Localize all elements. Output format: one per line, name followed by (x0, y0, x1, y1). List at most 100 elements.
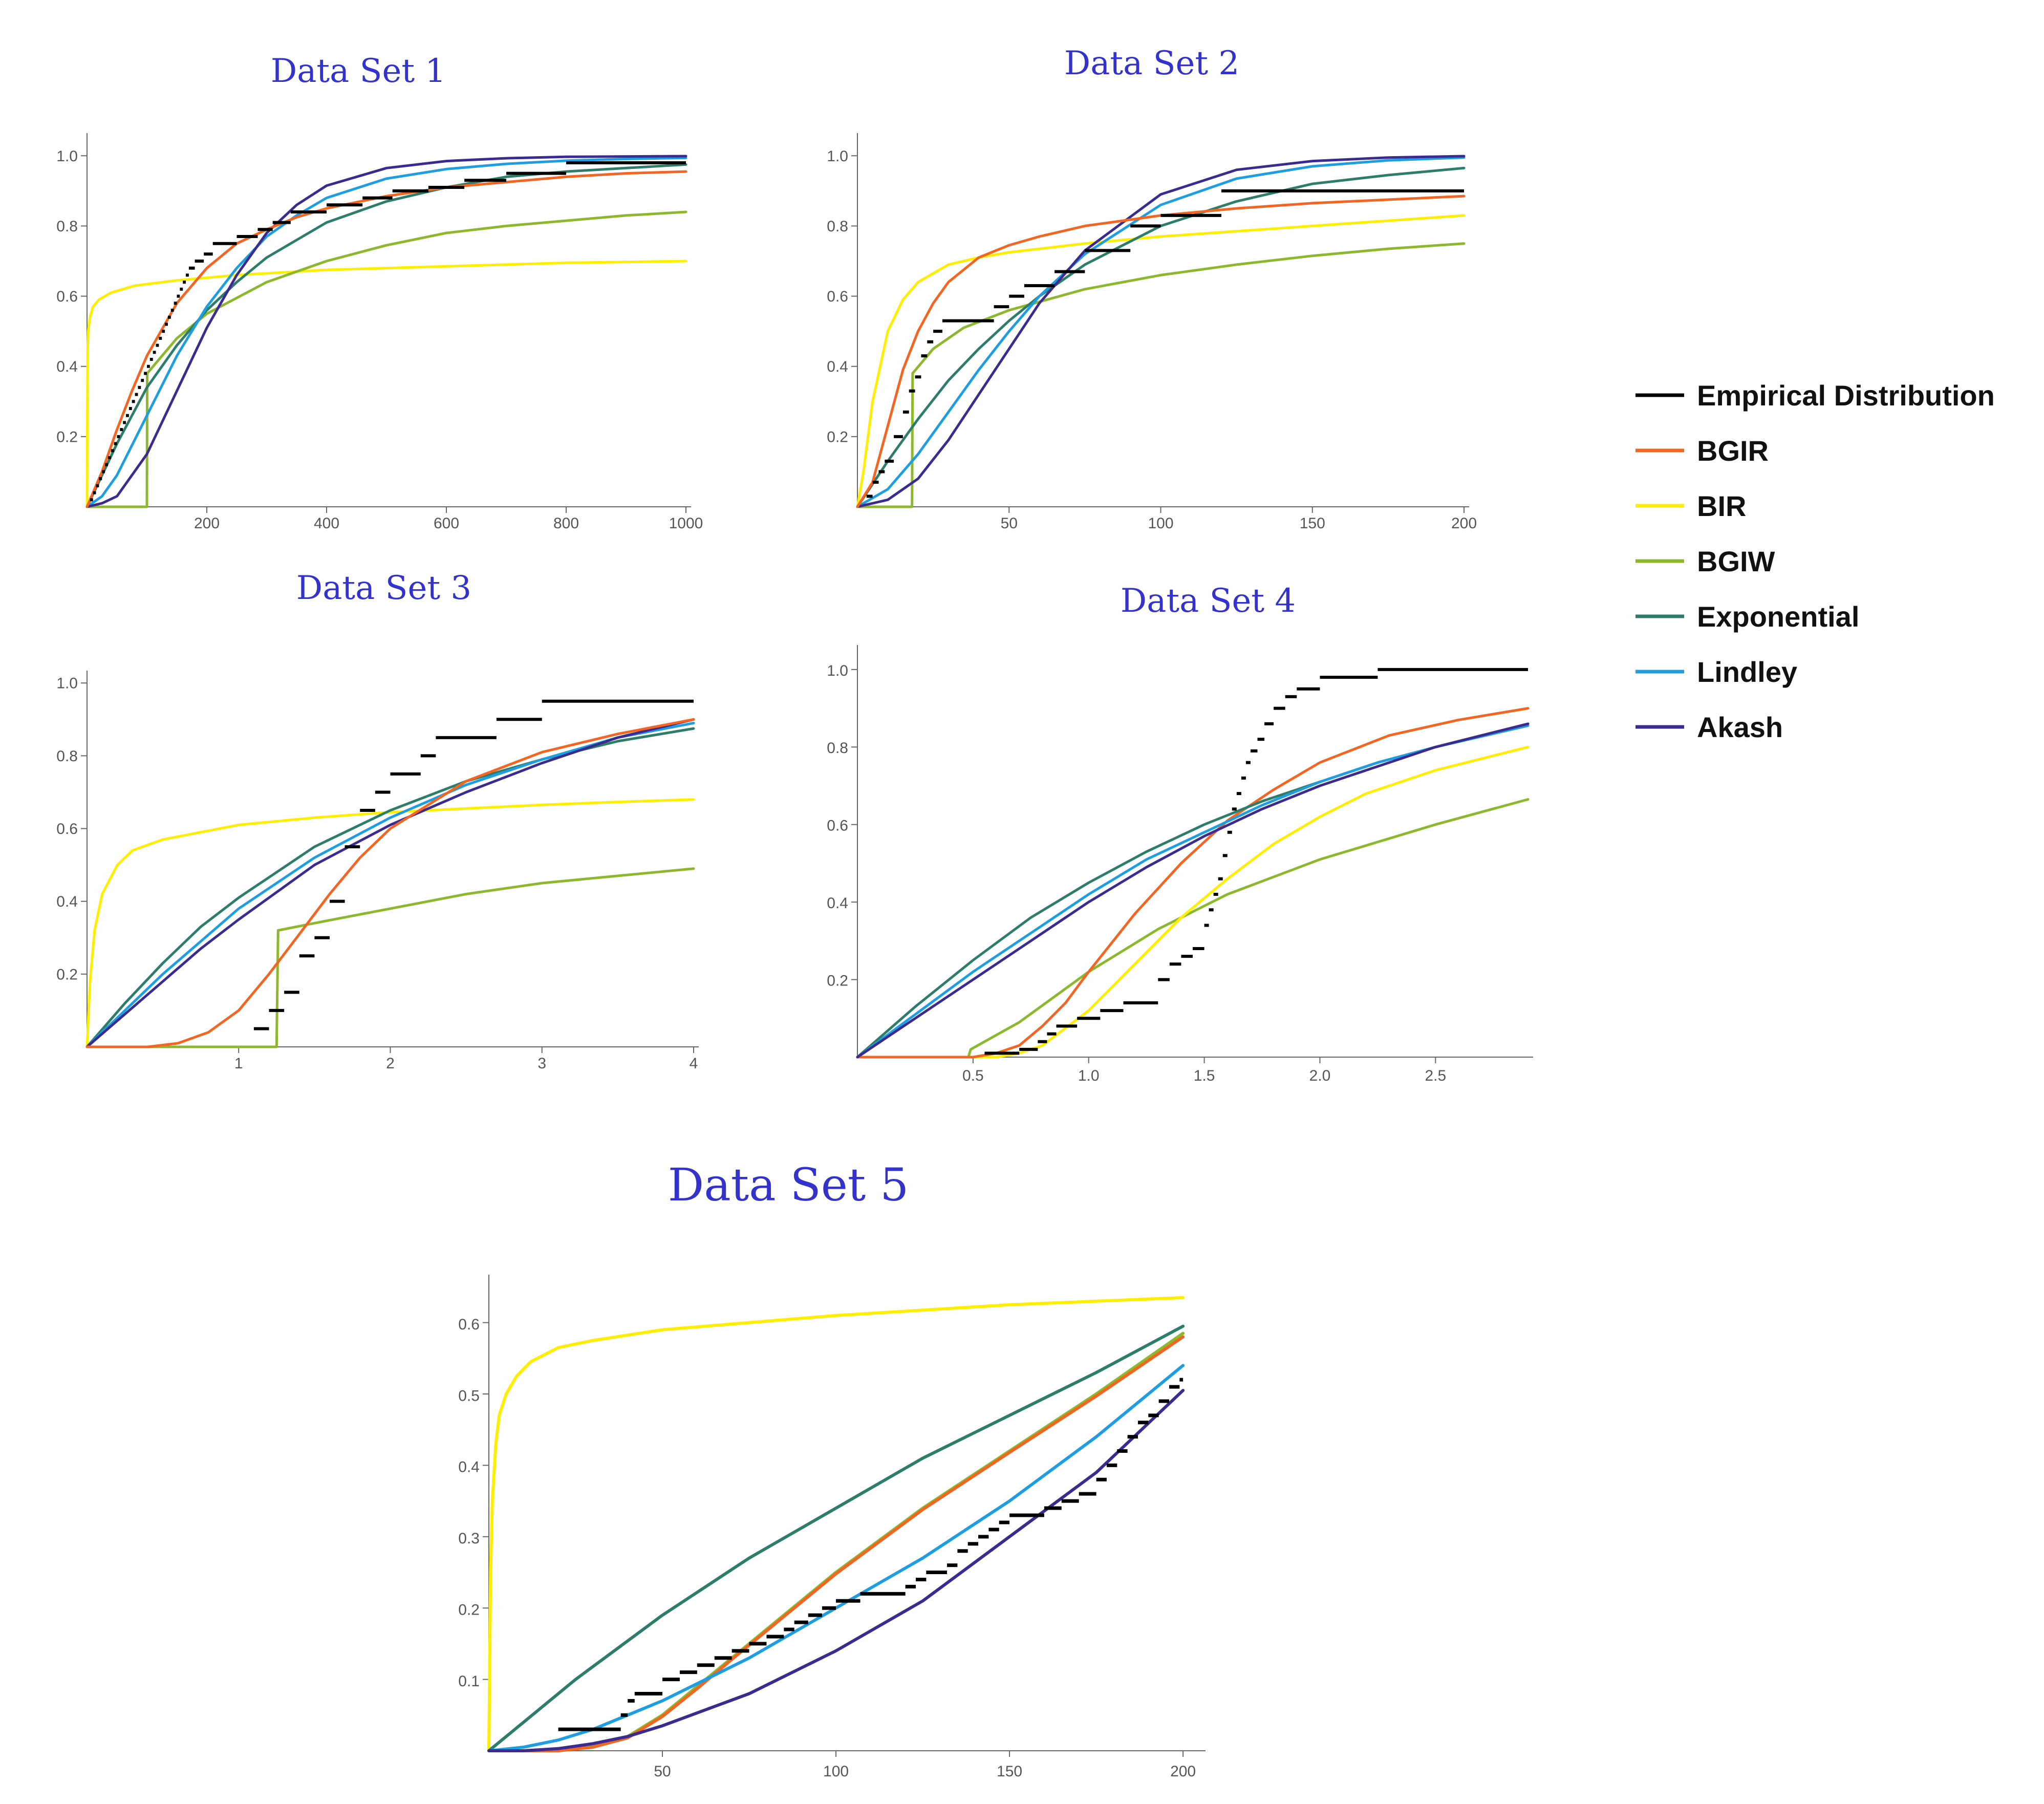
chart-4-y-tick-label: 0.4 (827, 895, 848, 912)
legend-item-exponential: Exponential (1636, 600, 1859, 633)
chart-3-series-bgiw (85, 867, 695, 1048)
chart-4-y-tick-label: 1.0 (827, 662, 848, 679)
chart-4-plot: 0.5 1.0 1.5 2.0 2.5 0.2 0.4 0.6 0.8 1.0 (827, 645, 1533, 1084)
chart-5-x-tick-label: 200 (1170, 1763, 1196, 1780)
chart-1-y-tick-label: 0.4 (56, 358, 78, 375)
chart-1-x-tick-label: 1000 (669, 515, 703, 532)
chart-4-x-tick-label: 2.0 (1309, 1067, 1331, 1084)
chart-4-x-tick-label: 1.0 (1078, 1067, 1100, 1084)
chart-3-y-tick-label: 0.8 (56, 748, 78, 765)
chart-data-set-4: Data Set 4 0.5 1.0 1.5 2.0 2.5 0.2 0.4 0.6 0.8 1.… (827, 582, 1533, 1084)
chart-data-set-1: Data Set 1 200 400 600 800 1000 0.2 0.4 0.6 0.8 1… (56, 52, 703, 532)
chart-5-y-tick-label: 0.5 (458, 1387, 480, 1404)
legend-label-bir: BIR (1697, 490, 1746, 522)
chart-1-series-bir (85, 260, 687, 508)
chart-1-series-exponential (85, 163, 687, 508)
chart-5-y-tick-label: 0.1 (458, 1673, 480, 1690)
chart-3-series-lindley (85, 721, 695, 1048)
chart-1-x-tick-label: 600 (434, 515, 459, 532)
chart-4-y-tick-label: 0.2 (827, 972, 848, 989)
legend-label-akash: Akash (1697, 711, 1783, 743)
chart-5-plot: 50 100 150 200 0.1 0.2 0.3 0.4 0.5 0.6 (458, 1275, 1206, 1780)
chart-2-plot: 50 100 150 200 0.2 0.4 0.6 0.8 1.0 (827, 133, 1477, 532)
chart-5-x-tick-label: 50 (654, 1763, 671, 1780)
legend-label-bgiw: BGIW (1697, 545, 1775, 577)
chart-2-x-tick-label: 150 (1300, 515, 1325, 532)
chart-4-series-akash (856, 722, 1530, 1059)
chart-1-series-empirical-distribution (90, 161, 686, 502)
chart-3-y-tick-label: 1.0 (56, 675, 78, 692)
chart-5-series-akash (487, 1389, 1185, 1752)
chart-5-y-tick-label: 0.2 (458, 1602, 480, 1619)
chart-3-series-bgir (85, 718, 695, 1048)
chart-5-x-tick-label: 150 (997, 1763, 1022, 1780)
chart-4-x-tick-label: 1.5 (1194, 1067, 1215, 1084)
chart-4-series-bgir (856, 707, 1530, 1059)
chart-3-series-empirical-distribution (253, 699, 694, 1030)
chart-3-x-tick-label: 4 (690, 1055, 698, 1072)
chart-data-set-2: Data Set 2 50 100 150 200 0.2 0.4 0.6 0.8 1.0 (827, 45, 1477, 532)
chart-5-y-tick-label: 0.6 (458, 1316, 480, 1333)
chart-1-series-lindley (85, 156, 687, 508)
chart-5-y-tick-label: 0.3 (458, 1530, 480, 1547)
chart-data-set-5: Data Set 5 50 100 150 200 0.1 0.2 0.3 0.4 0.5 0.6 (458, 1158, 1206, 1780)
legend-label-empirical: Empirical Distribution (1697, 379, 1995, 412)
chart-1-series-bgiw (85, 210, 687, 508)
chart-2-x-tick-label: 50 (1001, 515, 1018, 532)
chart-2-series-bir (856, 214, 1466, 508)
legend-item-empirical: Empirical Distribution (1636, 379, 1995, 412)
chart-1-y-tick-label: 0.8 (56, 218, 78, 235)
legend: Empirical Distribution BGIR BIR BGIW Exp… (1636, 379, 1995, 743)
chart-5-x-tick-label: 100 (823, 1763, 849, 1780)
chart-3-series-akash (85, 718, 695, 1048)
chart-1-y-tick-label: 0.6 (56, 288, 78, 305)
chart-5-title: Data Set 5 (668, 1158, 909, 1211)
chart-4-series-empirical-distribution (984, 668, 1528, 1055)
legend-item-akash: Akash (1636, 711, 1783, 743)
chart-2-y-tick-label: 0.4 (827, 358, 848, 375)
chart-4-title: Data Set 4 (1121, 582, 1296, 620)
chart-1-x-tick-label: 200 (194, 515, 220, 532)
chart-4-x-tick-label: 2.5 (1425, 1067, 1446, 1084)
chart-1-y-tick-label: 0.2 (56, 428, 78, 445)
chart-3-y-tick-label: 0.4 (56, 893, 78, 910)
chart-2-x-tick-label: 100 (1148, 515, 1173, 532)
chart-2-y-tick-label: 0.2 (827, 428, 848, 445)
chart-2-x-tick-label: 200 (1451, 515, 1477, 532)
chart-1-x-tick-label: 400 (314, 515, 339, 532)
chart-4-series-lindley (856, 724, 1530, 1059)
chart-5-series-bgir (487, 1335, 1185, 1752)
chart-1-y-tick-label: 1.0 (56, 148, 78, 165)
chart-2-series-bgiw (856, 242, 1466, 508)
chart-4-y-tick-label: 0.6 (827, 818, 848, 834)
chart-2-y-tick-label: 0.6 (827, 288, 848, 305)
chart-3-x-tick-label: 1 (234, 1055, 243, 1072)
legend-item-bgir: BGIR (1636, 435, 1769, 467)
legend-label-exponential: Exponential (1697, 600, 1859, 633)
chart-data-set-3: Data Set 3 1 2 3 4 0.2 0.4 0.6 0.8 1.0 (56, 569, 699, 1072)
legend-label-lindley: Lindley (1697, 656, 1797, 688)
chart-1-x-tick-label: 800 (553, 515, 579, 532)
chart-3-x-tick-label: 3 (537, 1055, 546, 1072)
chart-3-x-tick-label: 2 (386, 1055, 395, 1072)
legend-item-lindley: Lindley (1636, 656, 1797, 688)
chart-4-x-tick-label: 0.5 (962, 1067, 984, 1084)
legend-item-bgiw: BGIW (1636, 545, 1775, 577)
chart-1-title: Data Set 1 (271, 52, 446, 90)
chart-4-series-bir (856, 745, 1530, 1059)
chart-2-y-tick-label: 1.0 (827, 148, 848, 165)
chart-2-y-tick-label: 0.8 (827, 218, 848, 235)
chart-4-y-tick-label: 0.8 (827, 740, 848, 757)
chart-2-series-empirical-distribution (866, 189, 1464, 498)
chart-3-y-tick-label: 0.2 (56, 966, 78, 983)
chart-3-y-tick-label: 0.6 (56, 821, 78, 837)
chart-5-series-bir (487, 1296, 1185, 1752)
chart-2-series-bgir (856, 195, 1466, 508)
chart-1-series-akash (85, 155, 687, 508)
chart-3-plot: 1 2 3 4 0.2 0.4 0.6 0.8 1.0 (56, 671, 699, 1072)
legend-label-bgir: BGIR (1697, 435, 1769, 467)
chart-5-series-exponential (487, 1324, 1185, 1752)
chart-5-series-empirical-distribution (558, 1378, 1184, 1731)
chart-2-title: Data Set 2 (1064, 45, 1239, 82)
